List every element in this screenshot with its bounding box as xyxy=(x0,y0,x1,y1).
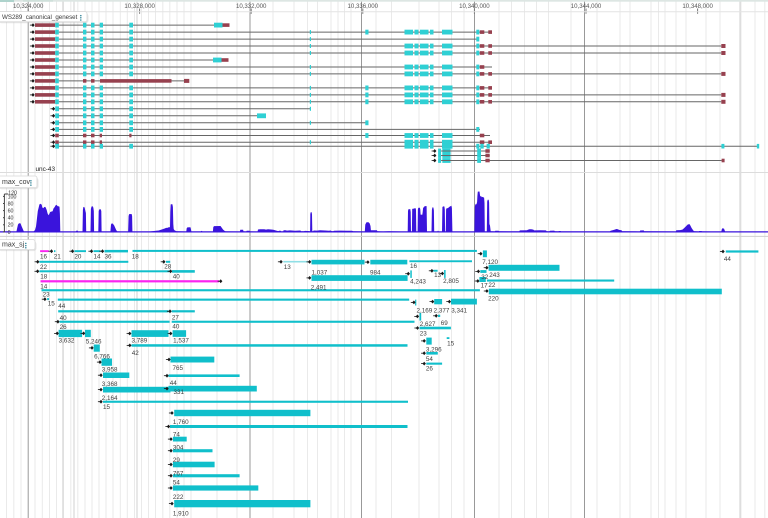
svg-text:7,120: 7,120 xyxy=(482,259,498,266)
svg-text:23: 23 xyxy=(43,292,51,299)
svg-text:3,789: 3,789 xyxy=(132,338,148,345)
svg-text:5,246: 5,246 xyxy=(86,339,102,346)
svg-text:14: 14 xyxy=(40,283,48,290)
svg-text:44: 44 xyxy=(170,380,178,387)
svg-text:984: 984 xyxy=(370,269,381,276)
svg-text:20: 20 xyxy=(8,223,14,229)
svg-text:10,340,000: 10,340,000 xyxy=(459,3,490,10)
svg-text:40: 40 xyxy=(172,324,180,331)
svg-text:80: 80 xyxy=(8,201,14,207)
svg-text:42: 42 xyxy=(132,350,140,357)
svg-text:WS289_canonical_geneset: WS289_canonical_geneset xyxy=(2,14,78,21)
svg-text:18: 18 xyxy=(40,274,48,281)
svg-text:15: 15 xyxy=(103,404,111,411)
svg-text:15: 15 xyxy=(48,301,56,308)
svg-text:27: 27 xyxy=(172,315,180,322)
svg-text:120: 120 xyxy=(8,190,17,196)
svg-text:10,344,000: 10,344,000 xyxy=(571,3,602,10)
svg-text:10,324,000: 10,324,000 xyxy=(13,3,44,10)
svg-text:304: 304 xyxy=(173,444,184,451)
svg-text:3,958: 3,958 xyxy=(102,367,118,374)
svg-text:unc-43: unc-43 xyxy=(36,166,56,173)
svg-text:2,805: 2,805 xyxy=(443,278,459,285)
svg-text:10,328,000: 10,328,000 xyxy=(124,3,155,10)
svg-text:16: 16 xyxy=(410,263,418,270)
svg-text:3,296: 3,296 xyxy=(426,347,442,354)
svg-text:2,164: 2,164 xyxy=(102,395,118,402)
svg-text:21: 21 xyxy=(54,253,62,260)
svg-text:22: 22 xyxy=(40,264,48,271)
svg-text:1,760: 1,760 xyxy=(173,419,189,426)
svg-text:17: 17 xyxy=(481,283,489,290)
svg-text:1,037: 1,037 xyxy=(312,269,328,276)
svg-text:74: 74 xyxy=(173,432,181,439)
svg-text:54: 54 xyxy=(173,479,181,486)
svg-text:2,627: 2,627 xyxy=(420,321,436,328)
svg-text:13: 13 xyxy=(284,264,292,271)
svg-text:100: 100 xyxy=(8,194,17,200)
svg-text:220: 220 xyxy=(488,296,499,303)
svg-text:2,377: 2,377 xyxy=(434,308,450,315)
svg-text:10,348,000: 10,348,000 xyxy=(682,3,713,10)
svg-text:60: 60 xyxy=(8,209,14,215)
svg-text:1,537: 1,537 xyxy=(173,338,189,345)
svg-text:765: 765 xyxy=(173,365,184,372)
svg-text:14: 14 xyxy=(94,253,102,260)
svg-text:26: 26 xyxy=(60,324,68,331)
svg-text:40: 40 xyxy=(173,274,181,281)
svg-text:767: 767 xyxy=(173,471,184,478)
svg-text:1,910: 1,910 xyxy=(173,510,189,517)
svg-text:40: 40 xyxy=(8,216,14,222)
svg-text:44: 44 xyxy=(58,303,66,310)
svg-text:max_sj: max_sj xyxy=(2,242,25,249)
svg-text:243: 243 xyxy=(489,272,500,279)
svg-text:69: 69 xyxy=(441,320,449,327)
svg-text:4,243: 4,243 xyxy=(410,279,426,286)
svg-text:32: 32 xyxy=(481,274,489,281)
svg-text:3,368: 3,368 xyxy=(102,381,118,388)
svg-text:16: 16 xyxy=(40,253,48,260)
svg-text:36: 36 xyxy=(105,253,113,260)
svg-text:18: 18 xyxy=(132,253,140,260)
svg-text:331: 331 xyxy=(174,389,185,396)
svg-text:max_cov: max_cov xyxy=(2,179,31,186)
svg-text:3,341: 3,341 xyxy=(451,308,467,315)
svg-text:222: 222 xyxy=(173,494,184,501)
svg-text:2,491: 2,491 xyxy=(311,284,327,291)
svg-text:6,766: 6,766 xyxy=(94,354,110,361)
svg-text:10,336,000: 10,336,000 xyxy=(348,3,379,10)
svg-text:10,332,000: 10,332,000 xyxy=(236,3,267,10)
svg-text:40: 40 xyxy=(60,315,68,322)
svg-text:54: 54 xyxy=(426,356,434,363)
svg-text:23: 23 xyxy=(420,331,428,338)
svg-text:3,632: 3,632 xyxy=(59,337,75,344)
svg-text:20: 20 xyxy=(74,253,82,260)
svg-text:28: 28 xyxy=(164,263,172,270)
svg-text:2,169: 2,169 xyxy=(417,308,433,315)
svg-text:26: 26 xyxy=(426,365,434,372)
svg-text:29: 29 xyxy=(173,457,181,464)
svg-text:22: 22 xyxy=(488,282,496,289)
svg-text:0: 0 xyxy=(8,230,11,236)
svg-text:13: 13 xyxy=(434,272,442,279)
svg-text:44: 44 xyxy=(724,256,732,263)
svg-text:15: 15 xyxy=(447,341,455,348)
